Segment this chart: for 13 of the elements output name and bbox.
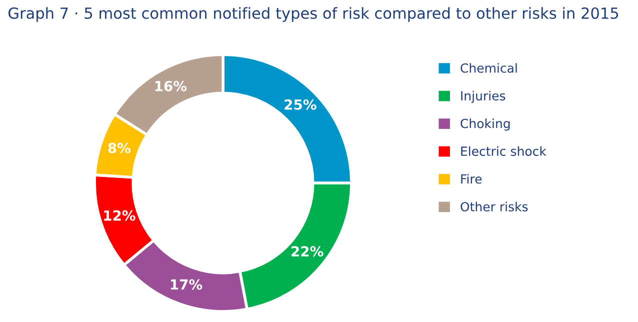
data-label: 22%	[292, 246, 324, 257]
legend-label: Injuries	[461, 90, 506, 103]
legend-label: Electric shock	[461, 146, 546, 156]
data-label: 12%	[104, 210, 136, 221]
legend-label: Choking	[460, 118, 510, 131]
legend-label: Chemical	[460, 63, 517, 73]
legend-label: Other risks	[460, 202, 528, 212]
data-label: 8%	[108, 142, 131, 154]
data-label: 17%	[170, 279, 202, 290]
legend-label: Fire	[461, 174, 482, 184]
data-label: 25%	[284, 99, 316, 110]
data-label: 16%	[155, 80, 187, 92]
chart-title: Graph 7 · 5 most common notified types of risk compared to other risks in 2015	[8, 7, 618, 22]
